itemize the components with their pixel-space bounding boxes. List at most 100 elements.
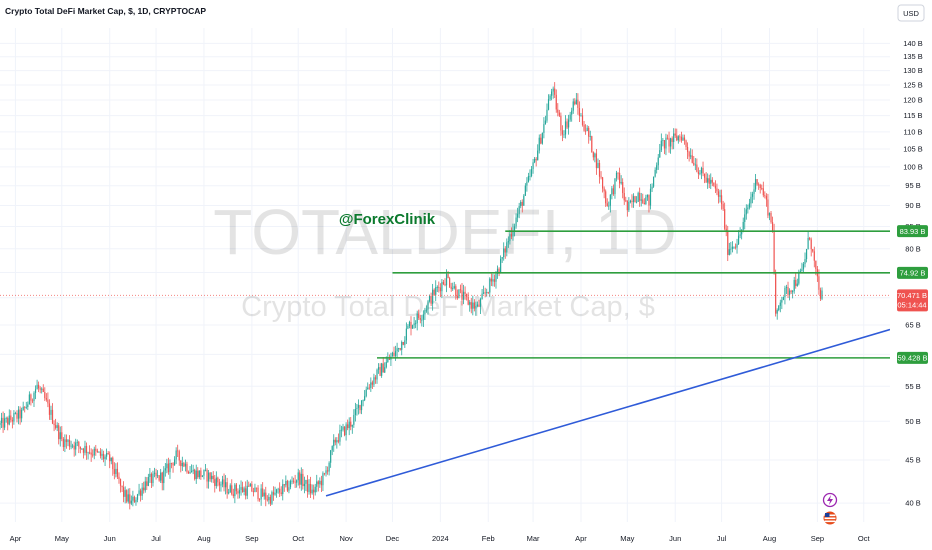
- annotation-forexclinik[interactable]: @ForexClinik: [339, 211, 436, 228]
- candle-body: [821, 290, 823, 299]
- candle-body: [428, 296, 431, 302]
- candle-body: [671, 138, 673, 142]
- level-badge: [897, 351, 928, 364]
- candle-body: [7, 418, 9, 425]
- candle-body: [591, 136, 593, 153]
- candle-body: [350, 421, 352, 427]
- candle-body: [798, 271, 800, 284]
- horizontal-levels[interactable]: [377, 230, 890, 359]
- candle-body: [452, 288, 454, 289]
- candle-body: [703, 173, 706, 178]
- candle-body: [164, 468, 166, 471]
- candle-body: [742, 221, 744, 230]
- candle-body: [245, 488, 247, 496]
- candle-body: [615, 172, 618, 179]
- candle-body: [107, 453, 109, 455]
- candle-body: [110, 457, 112, 462]
- candle-body: [89, 452, 91, 454]
- candle-body: [8, 415, 10, 425]
- candle-body: [351, 424, 353, 427]
- candle-body: [379, 367, 381, 376]
- candle-body: [717, 191, 720, 197]
- candle-body: [217, 477, 219, 483]
- candle-body: [503, 248, 505, 258]
- candle-body: [589, 136, 591, 137]
- candle-body: [668, 138, 670, 147]
- candle-body: [504, 248, 506, 253]
- candle-body: [0, 417, 3, 423]
- candle-body: [795, 279, 797, 286]
- last-price-countdown: 05:14:44: [897, 300, 926, 309]
- candle-body: [70, 445, 72, 447]
- candle-body: [201, 475, 204, 477]
- us-flag-icon[interactable]: [823, 511, 837, 525]
- candle-body: [796, 283, 798, 286]
- candle-body: [530, 169, 533, 176]
- lightning-icon[interactable]: [822, 492, 838, 508]
- candle-body: [481, 293, 483, 300]
- candle-body: [345, 424, 347, 436]
- candle-body: [272, 492, 275, 495]
- candle-body: [79, 446, 81, 449]
- candle-body: [381, 363, 383, 376]
- trendline[interactable]: [325, 328, 891, 497]
- candle-body: [305, 479, 307, 484]
- candle-body: [654, 169, 656, 177]
- candle-body: [486, 292, 488, 293]
- candle-body: [157, 475, 159, 477]
- chart-grid: [0, 28, 890, 522]
- candle-body: [255, 487, 258, 489]
- candle-body: [605, 191, 607, 204]
- candle-body: [459, 289, 462, 291]
- candle-body: [435, 287, 437, 295]
- candle-body: [277, 488, 279, 490]
- candle-body: [793, 279, 795, 292]
- candle-body: [33, 392, 35, 402]
- candle-body: [450, 286, 452, 289]
- candle-body: [776, 310, 778, 314]
- candle-body: [78, 441, 80, 447]
- candle-body: [767, 199, 769, 216]
- candle-body: [53, 423, 55, 426]
- candle-body: [72, 445, 74, 447]
- candle-body: [815, 260, 817, 270]
- candle-body: [577, 99, 579, 108]
- candle-body: [432, 289, 434, 304]
- candle-body: [489, 278, 491, 293]
- y-tick-label: 105 B: [903, 144, 923, 153]
- candle-body: [507, 241, 509, 243]
- candle-body: [141, 487, 143, 496]
- candle-body: [812, 249, 814, 252]
- candle-body: [275, 489, 278, 493]
- candle-body: [552, 88, 554, 92]
- candle-body: [705, 177, 707, 183]
- candle-body: [688, 151, 690, 157]
- candle-body: [679, 136, 681, 138]
- candle-body: [660, 140, 662, 151]
- candle-body: [614, 178, 616, 195]
- candle-body: [700, 167, 703, 174]
- x-tick-label: Sep: [811, 534, 824, 543]
- candle-body: [113, 469, 115, 474]
- candle-body: [586, 127, 588, 131]
- candle-body: [526, 181, 528, 186]
- candle-body: [629, 200, 632, 203]
- level-badge-label: 59.428 B: [897, 353, 927, 362]
- candle-body: [189, 472, 191, 474]
- candle-body: [186, 463, 188, 472]
- candle-body: [707, 178, 709, 183]
- candle-body: [805, 249, 808, 260]
- candle-body: [365, 389, 367, 397]
- x-tick-label: Aug: [763, 534, 776, 543]
- currency-button[interactable]: USD: [897, 4, 925, 22]
- candle-body: [449, 278, 451, 287]
- candle-body: [496, 268, 499, 275]
- candle-body: [523, 195, 525, 206]
- candle-body: [357, 404, 360, 408]
- candle-body: [214, 479, 216, 486]
- candle-body: [558, 112, 560, 116]
- candle-body: [714, 185, 716, 189]
- candle-body: [628, 202, 630, 211]
- candle-body: [484, 292, 486, 294]
